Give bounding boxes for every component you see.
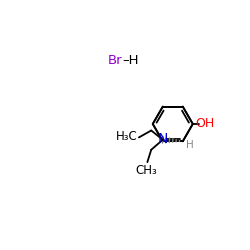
Text: N: N — [158, 132, 168, 146]
Text: OH: OH — [195, 118, 214, 130]
Text: H₃C: H₃C — [116, 130, 137, 143]
Text: H: H — [186, 140, 194, 150]
Text: –H: –H — [123, 54, 139, 67]
Text: CH₃: CH₃ — [136, 164, 158, 177]
Text: Br: Br — [108, 54, 123, 67]
